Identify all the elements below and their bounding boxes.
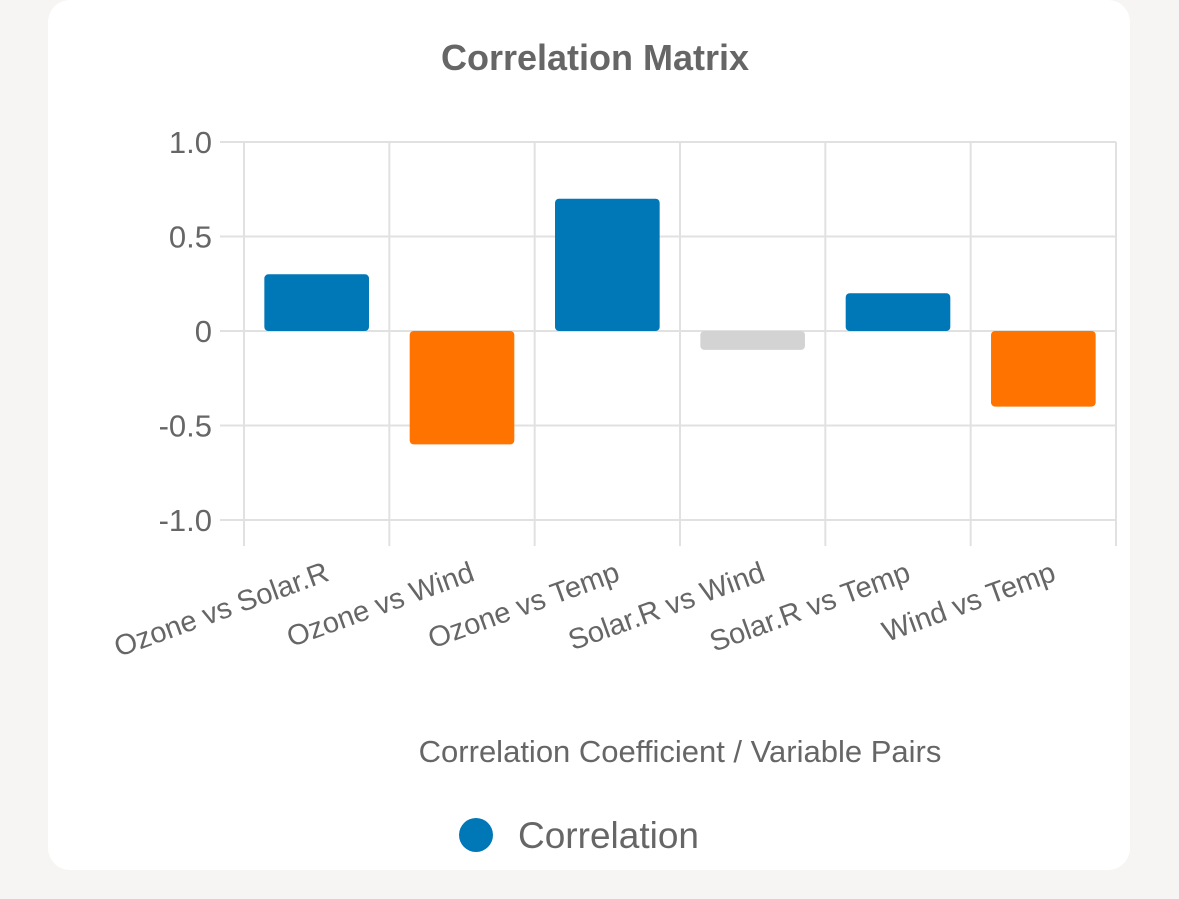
chart-card: [48, 0, 1130, 870]
legend-label: Correlation: [518, 815, 699, 856]
y-axis-ticks: 1.0 0.5 0 -0.5 -1.0: [159, 125, 212, 538]
y-tick-label: -0.5: [159, 409, 212, 444]
y-tick-label: -1.0: [159, 503, 212, 538]
grid: [220, 141, 1117, 546]
legend-swatch: [459, 818, 493, 852]
y-tick-label: 0.5: [169, 220, 212, 255]
bar-5: [991, 331, 1096, 407]
y-tick-label: 1.0: [169, 125, 212, 160]
bars: [264, 198, 1096, 445]
chart-title: Correlation Matrix: [441, 37, 749, 78]
bar-0: [264, 274, 369, 331]
bar-2: [555, 198, 660, 331]
x-axis-title: Correlation Coefficient / Variable Pairs: [419, 734, 942, 769]
y-tick-label: 0: [195, 314, 212, 349]
bar-4: [845, 293, 951, 331]
bar-3: [700, 331, 805, 350]
bar-1: [409, 331, 515, 445]
legend[interactable]: Correlation: [459, 815, 699, 856]
